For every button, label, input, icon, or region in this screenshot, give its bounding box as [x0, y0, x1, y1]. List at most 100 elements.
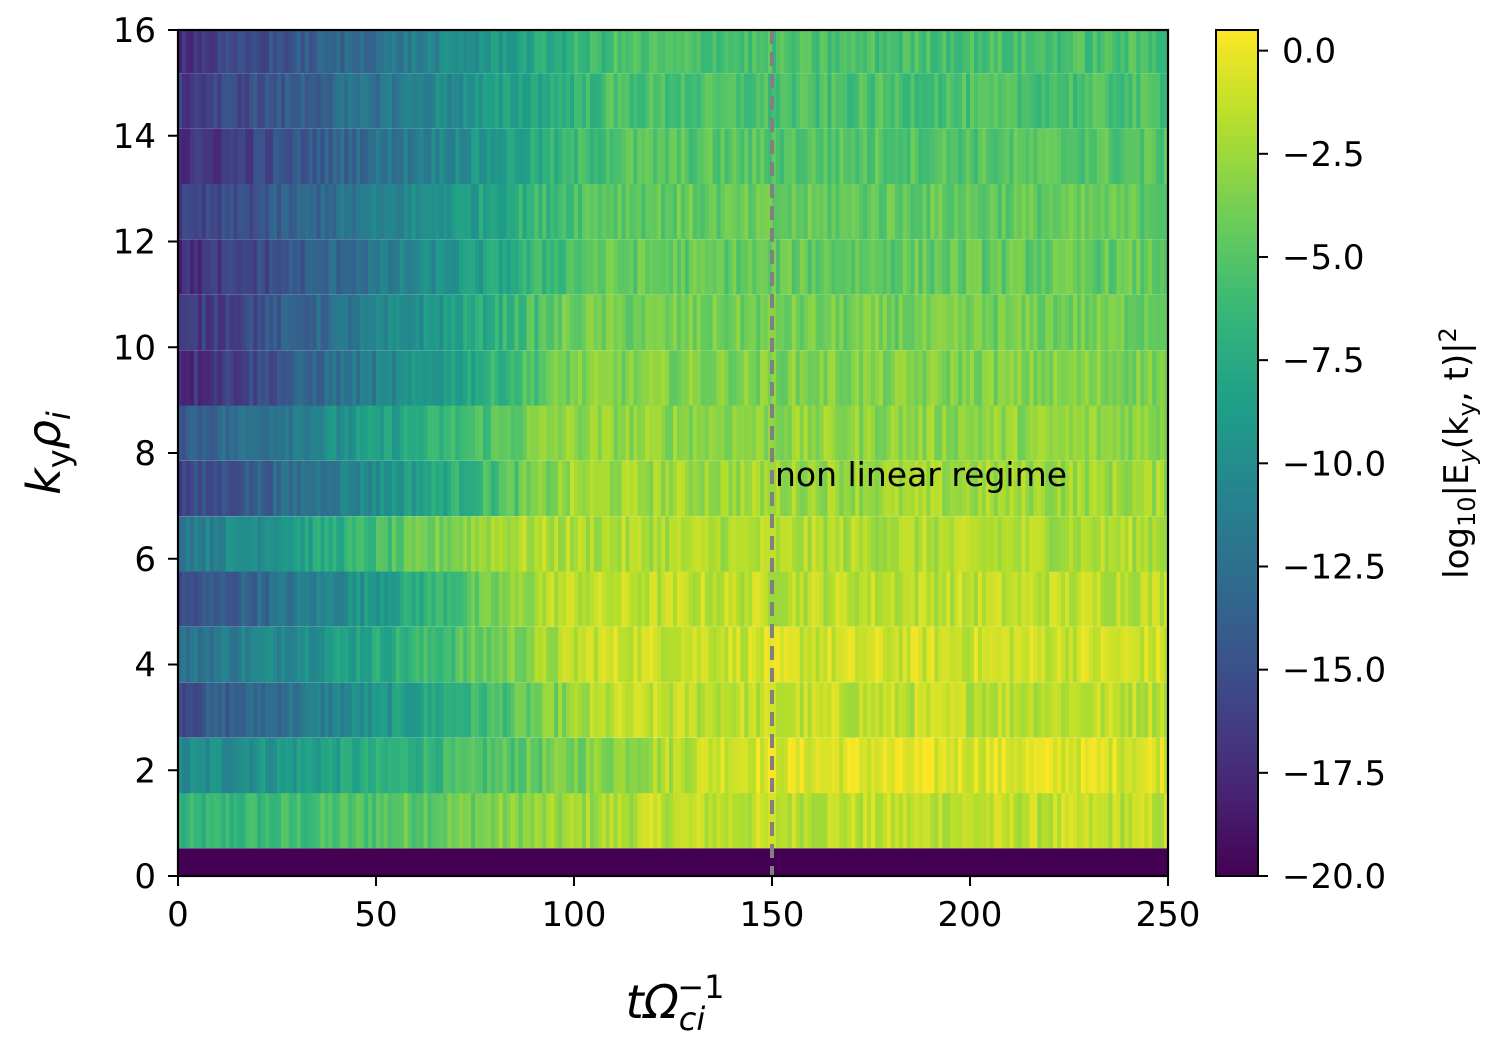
heatmap-cell — [379, 73, 385, 129]
heatmap-cell — [977, 626, 983, 683]
heatmap-cell — [225, 792, 231, 849]
heatmap-row — [178, 848, 1168, 876]
heatmap-cell — [728, 460, 733, 517]
heatmap-cell — [1088, 183, 1094, 240]
heatmap-cell — [269, 30, 274, 74]
heatmap-cell — [467, 737, 472, 794]
heatmap-cell — [213, 128, 219, 185]
heatmap-cell — [205, 460, 211, 517]
heatmap-cell — [510, 682, 516, 738]
heatmap-cell — [185, 350, 191, 406]
heatmap-cell — [1057, 571, 1062, 627]
heatmap-cell — [728, 239, 733, 295]
heatmap-cell — [886, 460, 892, 517]
heatmap-cell — [581, 792, 587, 849]
heatmap-cell — [1080, 460, 1086, 517]
heatmap-cell — [1088, 737, 1094, 794]
heatmap-cell — [629, 626, 634, 683]
heatmap-cell — [605, 239, 611, 295]
heatmap-cell — [1009, 239, 1015, 295]
heatmap-cell — [1001, 350, 1007, 406]
heatmap-cell — [847, 128, 852, 185]
heatmap-cell — [304, 350, 310, 406]
heatmap-cell — [1092, 30, 1098, 74]
heatmap-cell — [736, 73, 741, 129]
heatmap-cell — [538, 30, 543, 74]
heatmap-cell — [277, 626, 282, 683]
heatmap-cell — [886, 128, 892, 185]
heatmap-cell — [1045, 73, 1050, 129]
heatmap-cell — [641, 294, 646, 351]
heatmap-cell — [926, 350, 931, 406]
heatmap-cell — [197, 350, 203, 406]
heatmap-cell — [760, 682, 765, 738]
heatmap-cell — [1156, 460, 1161, 517]
heatmap-cell — [245, 183, 250, 240]
heatmap-cell — [368, 792, 373, 849]
heatmap-cell — [225, 405, 231, 461]
heatmap-cell — [415, 128, 421, 185]
heatmap-cell — [1088, 405, 1094, 461]
heatmap-cell — [815, 30, 821, 74]
heatmap-cell — [455, 792, 460, 849]
heatmap-cell — [1156, 294, 1161, 351]
heatmap-cell — [1120, 73, 1126, 129]
heatmap-cell — [423, 405, 429, 461]
heatmap-cell — [324, 737, 330, 794]
heatmap-cell — [443, 516, 448, 572]
heatmap-cell — [181, 626, 187, 683]
heatmap-cell — [1045, 626, 1050, 683]
heatmap-cell — [379, 405, 385, 461]
heatmap-cell — [962, 792, 967, 849]
heatmap-cell — [1144, 626, 1149, 683]
heatmap-cell — [688, 516, 694, 572]
heatmap-cell — [368, 626, 373, 683]
heatmap-cell — [403, 73, 409, 129]
heatmap-cell — [542, 460, 547, 517]
heatmap-cell — [332, 626, 337, 683]
heatmap-cell — [831, 737, 836, 794]
heatmap-cell — [1049, 626, 1054, 683]
heatmap-cell — [1120, 737, 1126, 794]
heatmap-cell — [597, 405, 603, 461]
heatmap-cell — [439, 460, 444, 517]
heatmap-cell — [356, 516, 361, 572]
heatmap-cell — [855, 183, 860, 240]
heatmap-cell — [962, 460, 967, 517]
heatmap-cell — [233, 294, 238, 351]
heatmap-cell — [732, 294, 737, 351]
heatmap-cell — [304, 239, 310, 295]
heatmap-cell — [193, 30, 199, 74]
heatmap-cell — [1017, 350, 1023, 406]
heatmap-cell — [922, 682, 928, 738]
heatmap-cell — [827, 571, 832, 627]
heatmap-cell — [534, 128, 539, 185]
heatmap-cell — [209, 737, 215, 794]
heatmap-cell — [506, 405, 512, 461]
heatmap-cell — [736, 792, 741, 849]
heatmap-cell — [629, 350, 634, 406]
heatmap-cell — [205, 183, 211, 240]
heatmap-cell — [783, 737, 789, 794]
heatmap-cell — [970, 626, 975, 683]
heatmap-cell — [625, 30, 631, 74]
heatmap-cell — [498, 294, 504, 351]
heatmap-cell — [787, 73, 793, 129]
heatmap-cell — [1132, 239, 1137, 295]
heatmap-cell — [1088, 350, 1094, 406]
heatmap-cell — [471, 239, 476, 295]
heatmap-cell — [475, 405, 480, 461]
heatmap-cell — [748, 516, 753, 572]
heatmap-cell — [411, 73, 417, 129]
heatmap-cell — [736, 626, 741, 683]
heatmap-cell — [253, 239, 258, 295]
heatmap-cell — [613, 682, 619, 738]
heatmap-cell — [1013, 626, 1019, 683]
heatmap-cell — [1076, 516, 1082, 572]
heatmap-cell — [732, 405, 737, 461]
heatmap-cell — [1049, 737, 1054, 794]
heatmap-cell — [403, 516, 409, 572]
heatmap-cell — [1080, 737, 1086, 794]
heatmap-cell — [1116, 626, 1122, 683]
heatmap-cell — [1053, 128, 1058, 185]
